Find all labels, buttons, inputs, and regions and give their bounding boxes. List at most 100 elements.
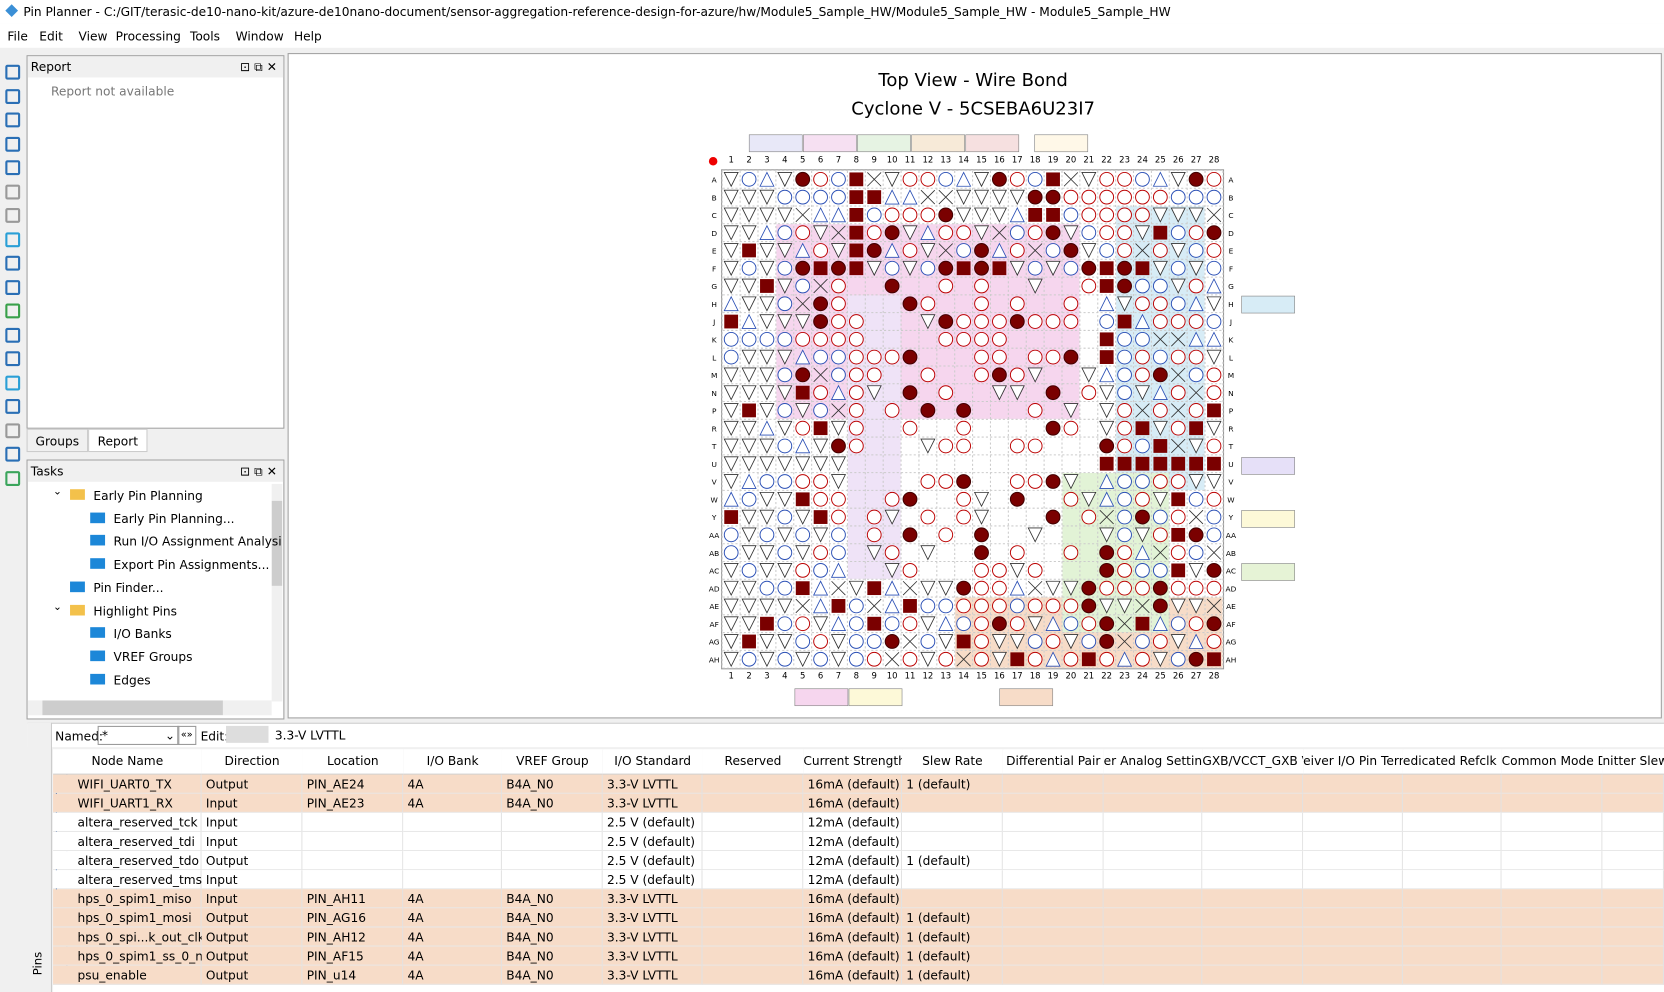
pin-circle xyxy=(1027,474,1043,489)
task-item[interactable]: VREF Groups xyxy=(113,649,193,665)
pin-circle xyxy=(1063,349,1079,365)
tool-button[interactable] xyxy=(5,207,21,223)
task-icon xyxy=(70,581,85,592)
column-label: 21 xyxy=(1083,154,1094,164)
tool-button[interactable] xyxy=(5,375,21,390)
pin-circle xyxy=(1206,314,1222,329)
panel-tab[interactable]: Report xyxy=(88,428,148,453)
pin-triangle xyxy=(741,509,757,525)
table-cell xyxy=(1002,831,1104,852)
task-item[interactable]: Run I/O Assignment Analysi xyxy=(113,534,282,550)
tree-expander[interactable]: ⌄ xyxy=(53,486,62,498)
task-item[interactable]: Pin Finder... xyxy=(93,580,164,596)
tool-button[interactable] xyxy=(5,303,21,319)
column-header[interactable]: edicated Refclk Pi xyxy=(1402,749,1503,775)
panel-controls[interactable]: ⊡ ⧉ ✕ xyxy=(240,59,277,75)
tool-button[interactable] xyxy=(5,351,21,367)
scrollbar[interactable] xyxy=(271,483,283,702)
column-header[interactable]: Differential Pair xyxy=(1002,749,1105,775)
column-header[interactable]: I/O Standard xyxy=(602,749,704,775)
named-input[interactable]: * ⌄ xyxy=(97,725,180,745)
pin-circle xyxy=(813,651,828,667)
pin-cross xyxy=(831,403,846,418)
tool-button[interactable] xyxy=(5,279,21,295)
column-header[interactable]: eiver I/O Pin Term xyxy=(1303,749,1404,775)
tool-button[interactable] xyxy=(5,231,21,247)
pin-triangle xyxy=(973,189,990,205)
task-item[interactable]: Early Pin Planning xyxy=(93,488,203,504)
menu-item[interactable]: View xyxy=(78,28,108,44)
pin-triangle xyxy=(991,651,1007,668)
edit-buttons[interactable] xyxy=(226,725,269,743)
task-item[interactable]: I/O Banks xyxy=(113,626,172,642)
pin-circle xyxy=(795,278,811,294)
pin-circle xyxy=(974,349,989,365)
task-item[interactable]: Early Pin Planning... xyxy=(113,511,235,527)
pin-triangle xyxy=(830,562,847,578)
panel-controls[interactable]: ⊡ ⧉ ✕ xyxy=(240,463,277,479)
column-header[interactable]: nitter Slew xyxy=(1602,749,1664,775)
tool-button[interactable] xyxy=(5,255,21,271)
row-label: W xyxy=(1227,495,1235,504)
pin-circle xyxy=(974,243,989,258)
column-header[interactable]: Location xyxy=(302,749,405,775)
table-cell xyxy=(1103,870,1203,890)
filter-button[interactable]: «» xyxy=(177,725,197,745)
tool-button[interactable] xyxy=(5,88,21,104)
column-label: 1 xyxy=(728,154,733,164)
pin-circle xyxy=(1135,438,1150,454)
pin-circle xyxy=(831,278,846,294)
column-header[interactable]: Current Strength xyxy=(803,749,904,775)
panel-tab[interactable]: Groups xyxy=(26,428,89,453)
task-icon xyxy=(90,512,106,523)
pin-cross xyxy=(1117,616,1132,631)
tool-button[interactable] xyxy=(5,470,21,486)
pin-triangle xyxy=(795,509,811,525)
pin-circle xyxy=(866,243,882,258)
menu-item[interactable]: File xyxy=(7,28,28,44)
column-header[interactable]: Common Mode D xyxy=(1501,749,1604,775)
column-header[interactable]: er Analog Settings xyxy=(1103,749,1204,775)
menu-item[interactable]: Help xyxy=(293,28,322,44)
tool-button[interactable] xyxy=(5,399,21,414)
pin-triangle xyxy=(813,438,829,454)
row-label: AC xyxy=(1226,567,1236,576)
pin-triangle xyxy=(777,314,793,330)
tool-button[interactable] xyxy=(5,160,21,176)
menu-item[interactable]: Tools xyxy=(189,28,221,44)
column-header[interactable]: GXB/VCCT_GXB V xyxy=(1202,749,1305,775)
column-header[interactable]: I/O Bank xyxy=(403,749,504,775)
tool-button[interactable] xyxy=(5,446,21,462)
tool-button[interactable] xyxy=(5,422,21,438)
table-cell xyxy=(1303,793,1403,813)
scrollbar[interactable] xyxy=(27,700,272,716)
pin-circle xyxy=(1188,403,1204,418)
pin-triangle xyxy=(1081,243,1097,259)
task-item[interactable]: Export Pin Assignments... xyxy=(113,557,270,573)
pin-triangle xyxy=(759,260,775,277)
tool-button[interactable] xyxy=(5,112,21,128)
column-header[interactable]: Slew Rate xyxy=(902,749,1004,775)
pin-square xyxy=(1135,616,1150,631)
row-label: Y xyxy=(711,513,717,522)
task-item[interactable]: Highlight Pins xyxy=(93,603,177,619)
column-header[interactable]: Reserved xyxy=(702,749,805,775)
edit-value[interactable]: 3.3-V LVTTL xyxy=(274,727,346,743)
folder-icon xyxy=(70,489,85,500)
pin-circle xyxy=(1188,189,1204,205)
menu-item[interactable]: Processing xyxy=(115,28,181,44)
tool-button[interactable] xyxy=(5,136,21,152)
tree-expander[interactable]: ⌄ xyxy=(53,601,62,613)
menu-item[interactable]: Window xyxy=(235,28,284,44)
side-tab[interactable]: Pins xyxy=(30,951,45,976)
tool-button[interactable] xyxy=(5,327,21,343)
column-header[interactable]: Direction xyxy=(201,749,304,775)
menu-item[interactable]: Edit xyxy=(39,28,63,44)
column-header[interactable]: Node Name xyxy=(53,749,203,775)
tool-button[interactable] xyxy=(5,184,21,199)
io-bank-box xyxy=(857,134,911,153)
tool-button[interactable] xyxy=(5,64,21,80)
pin-triangle xyxy=(1009,634,1025,650)
column-header[interactable]: VREF Group xyxy=(501,749,604,775)
task-item[interactable]: Edges xyxy=(113,672,151,688)
